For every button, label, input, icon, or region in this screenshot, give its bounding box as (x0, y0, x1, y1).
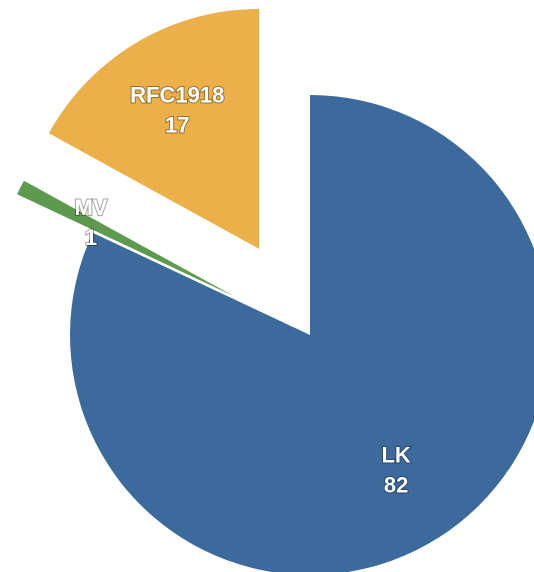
slice-label: RFC1918 (130, 82, 224, 107)
slice-value: 17 (165, 112, 189, 137)
pie-slice (48, 8, 260, 249)
slice-value: 82 (384, 473, 408, 498)
slice-value: 1 (85, 225, 97, 250)
slice-label: MV (74, 195, 107, 220)
pie-slice (70, 95, 534, 572)
slice-label: LK (381, 443, 410, 468)
pie-slice (17, 180, 235, 297)
